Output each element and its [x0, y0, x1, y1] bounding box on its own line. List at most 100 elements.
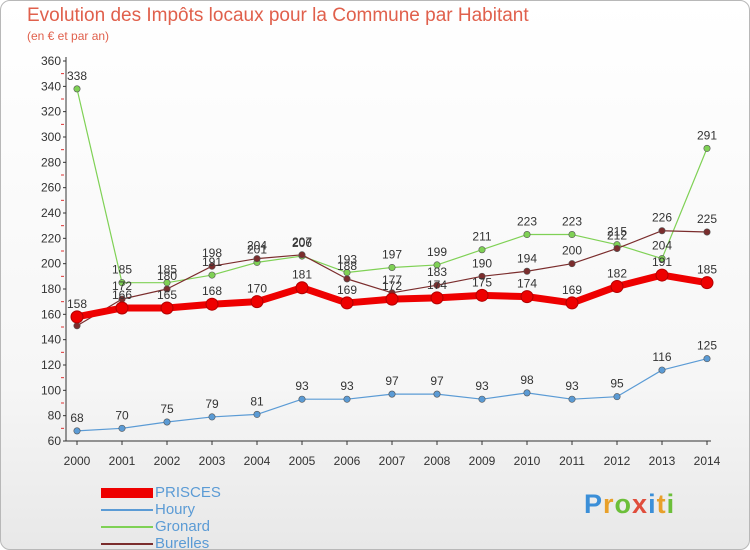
data-point-prisces: [385, 292, 399, 306]
data-label-houry: 81: [250, 394, 264, 408]
y-tick-label: 80: [48, 409, 62, 423]
data-point-burelles: [343, 275, 351, 283]
data-label-houry: 97: [430, 374, 444, 388]
data-point-prisces: [295, 281, 309, 295]
data-label-houry: 93: [295, 379, 309, 393]
data-label-burelles: 226: [652, 211, 672, 225]
data-point-gronard: [73, 85, 81, 93]
data-point-prisces: [520, 290, 534, 304]
x-tick-label: 2005: [289, 454, 316, 468]
data-label-burelles: 207: [292, 235, 312, 249]
data-label-burelles: 194: [517, 251, 537, 265]
data-label-gronard: 223: [517, 215, 537, 229]
data-label-houry: 79: [205, 397, 219, 411]
data-label-prisces: 181: [292, 268, 312, 282]
data-point-gronard: [478, 246, 486, 254]
data-label-houry: 98: [520, 373, 534, 387]
data-point-houry: [433, 390, 441, 398]
data-label-gronard: 185: [112, 263, 132, 277]
data-label-prisces: 182: [607, 266, 627, 280]
data-point-burelles: [208, 262, 216, 270]
y-tick-label: 260: [41, 181, 61, 195]
data-label-prisces: 185: [697, 263, 717, 277]
data-point-prisces: [655, 268, 669, 282]
y-tick-label: 240: [41, 206, 61, 220]
data-point-burelles: [478, 272, 486, 280]
y-tick-label: 300: [41, 130, 61, 144]
x-tick-label: 2000: [64, 454, 91, 468]
y-tick-label: 60: [48, 434, 62, 448]
data-point-houry: [298, 395, 306, 403]
x-tick-label: 2014: [694, 454, 721, 468]
data-label-burelles: 190: [472, 256, 492, 270]
data-label-prisces: 172: [382, 279, 402, 293]
proxiti-logo: Proxiti: [584, 489, 676, 519]
data-label-gronard: 291: [697, 128, 717, 142]
data-label-prisces: 174: [517, 277, 537, 291]
legend-swatch-prisces: [101, 488, 153, 498]
y-tick-label: 100: [41, 383, 61, 397]
data-label-houry: 97: [385, 374, 399, 388]
data-label-gronard: 191: [202, 255, 222, 269]
data-point-burelles: [568, 260, 576, 268]
data-label-houry: 93: [340, 379, 354, 393]
data-label-prisces: 165: [157, 288, 177, 302]
y-tick-label: 120: [41, 358, 61, 372]
data-point-burelles: [523, 267, 531, 275]
x-tick-label: 2008: [424, 454, 451, 468]
data-label-houry: 125: [697, 339, 717, 353]
data-label-burelles: 200: [562, 244, 582, 258]
data-point-burelles: [298, 251, 306, 259]
data-label-prisces: 175: [472, 275, 492, 289]
y-tick-label: 280: [41, 155, 61, 169]
data-label-prisces: 191: [652, 255, 672, 269]
data-point-burelles: [658, 227, 666, 235]
x-tick-label: 2007: [379, 454, 406, 468]
data-point-houry: [73, 427, 81, 435]
data-point-gronard: [703, 144, 711, 152]
data-point-prisces: [70, 310, 84, 324]
data-point-prisces: [475, 288, 489, 302]
data-label-houry: 68: [70, 411, 84, 425]
data-label-houry: 93: [475, 379, 489, 393]
data-label-burelles: 188: [337, 259, 357, 273]
y-tick-label: 340: [41, 79, 61, 93]
data-label-houry: 95: [610, 377, 624, 391]
data-label-burelles: 212: [607, 228, 627, 242]
legend-swatch-burelles: [101, 543, 153, 545]
data-point-burelles: [433, 281, 441, 289]
x-tick-label: 2011: [559, 454, 585, 468]
series-layer: [70, 85, 714, 435]
data-point-prisces: [160, 301, 174, 315]
data-point-houry: [523, 389, 531, 397]
x-tick-label: 2001: [109, 454, 136, 468]
data-point-gronard: [523, 231, 531, 239]
data-label-houry: 116: [652, 350, 671, 364]
data-label-prisces: 169: [337, 283, 357, 297]
data-label-gronard: 211: [472, 230, 491, 244]
data-point-gronard: [568, 231, 576, 239]
y-tick-label: 140: [41, 333, 61, 347]
data-point-houry: [343, 395, 351, 403]
data-point-prisces: [430, 291, 444, 305]
data-point-burelles: [613, 244, 621, 252]
data-point-houry: [208, 413, 216, 421]
axes: 60 80 100 120 140 160 180 200 220 240 260 280 300 320…: [41, 54, 721, 468]
data-label-houry: 75: [160, 402, 174, 416]
data-point-prisces: [700, 276, 714, 290]
y-tick-label: 180: [41, 282, 61, 296]
data-point-gronard: [118, 279, 126, 287]
data-label-burelles: 172: [112, 279, 132, 293]
data-point-houry: [658, 366, 666, 374]
data-point-prisces: [115, 301, 129, 315]
x-tick-label: 2006: [334, 454, 361, 468]
data-label-gronard: 199: [427, 245, 447, 259]
legend-swatch-houry: [101, 509, 153, 511]
data-label-gronard: 338: [67, 69, 87, 83]
x-tick-label: 2003: [199, 454, 226, 468]
data-label-burelles: 183: [427, 265, 447, 279]
data-point-gronard: [658, 255, 666, 263]
data-point-burelles: [73, 322, 81, 330]
x-tick-label: 2013: [649, 454, 676, 468]
